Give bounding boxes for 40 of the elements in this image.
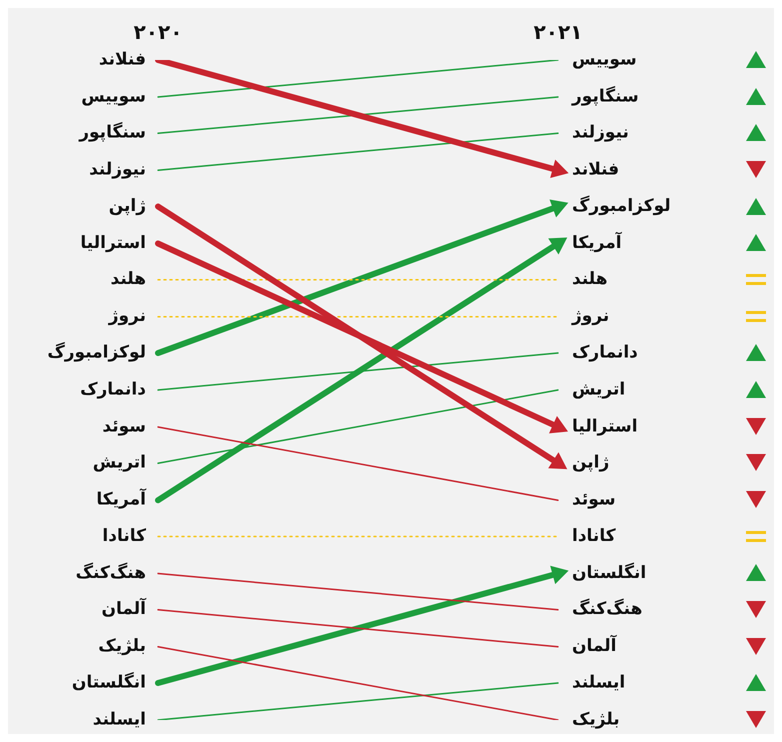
series-label: لوکزامبورگ [572,194,671,216]
text: ایسلند [572,672,626,692]
series-label: دانمارک [80,379,146,400]
text: دانمارک [572,342,638,362]
series-label: اتریش [92,452,146,473]
text: فنلاند [98,49,146,70]
text: هلند [572,269,608,290]
series-label: انگلستان [572,562,646,583]
text: کانادا [572,526,616,546]
series-label: کانادا [102,526,146,546]
text: نیوزلند [572,122,629,143]
series-label: فنلاند [572,160,620,180]
series-label: نیوزلند [89,160,146,180]
text: سوئد [572,490,616,510]
series-label: ژاپن [572,452,610,473]
series-label: استرالیا [572,416,638,436]
text: آمریکا [96,490,146,510]
text: سوییس [572,49,637,70]
text: هنگ‌کنگ [572,599,642,620]
series-label: هنگ‌کنگ [76,562,146,583]
series-label: سنگاپور [78,122,146,143]
text: نروژ [572,306,610,326]
text: ژاپن [108,196,146,216]
series-label: هلند [110,269,146,290]
series-label: نروژ [108,306,146,326]
text: اتریش [572,379,626,400]
text: بلژیک [572,709,620,730]
series-label: سوییس [81,86,146,106]
series-label: آلمان [101,597,148,620]
text: آلمان [572,636,617,656]
text: سنگاپور [572,86,639,106]
series-label: آمریکا [572,230,623,253]
x-tick-label: ۲۰۲۱ [534,20,582,44]
x-tick-label: ۲۰۲۰ [134,20,182,44]
series-label: بلژیک [98,636,146,656]
text: لوکزامبورگ [47,342,146,362]
series-label: سوئد [102,416,146,436]
text: انگلستان [72,672,146,692]
text: استرالیا [80,232,146,253]
series-label: ایسلند [92,709,146,730]
